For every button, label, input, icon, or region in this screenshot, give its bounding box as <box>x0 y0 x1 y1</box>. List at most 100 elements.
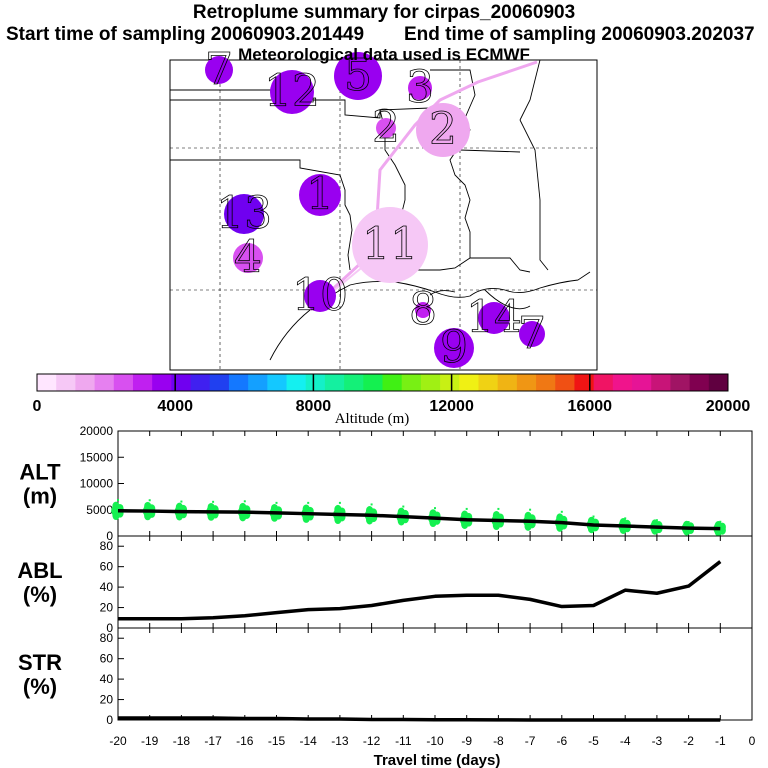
alt-scatter-outlier <box>624 517 627 520</box>
alt-scatter-outlier <box>687 521 690 524</box>
alt-scatter-outlier <box>370 503 373 506</box>
x-tick-label: -17 <box>204 734 222 748</box>
panel-frame <box>117 627 753 721</box>
colorbar-cell <box>363 374 383 391</box>
panel-unit-alt: (m) <box>23 484 57 509</box>
colorbar-cell <box>612 374 633 391</box>
colorbar: 0 4000 8000 12000 16000 20000 Altitude (m) <box>33 373 750 427</box>
alt-scatter-outlier <box>243 500 246 503</box>
map-marker-label: 3 <box>406 62 434 113</box>
map-marker <box>376 118 396 138</box>
colorbar-title: Altitude (m) <box>335 411 410 427</box>
map-marker-label: 9 <box>440 322 468 373</box>
start-time-label: Start time of sampling 20060903.201449 <box>6 24 365 45</box>
colorbar-cell <box>286 374 307 391</box>
alt-scatter-point <box>270 503 279 513</box>
colorbar-cell <box>401 374 422 391</box>
map-marker <box>415 302 431 318</box>
x-tick-label: -14 <box>300 734 318 748</box>
colorbar-cell <box>651 374 671 391</box>
colorbar-cell <box>113 374 134 391</box>
series-line-alt <box>117 509 721 531</box>
map-marker <box>352 207 428 283</box>
alt-scatter-outlier <box>402 505 405 508</box>
map-marker-label: 4 <box>234 232 262 283</box>
x-tick-label: -11 <box>395 734 412 748</box>
panel-str: 80 60 40 20 0 STR(%) <box>18 627 753 727</box>
map-marker <box>270 70 314 114</box>
y-tick-label: 20000 <box>80 424 114 438</box>
alt-scatter-outlier <box>592 515 595 518</box>
alt-scatter-point <box>492 510 500 520</box>
colorbar-frame <box>36 373 729 392</box>
x-tick-label: -6 <box>556 734 567 748</box>
y-tick-label: 0 <box>106 621 113 635</box>
colorbar-cell <box>94 374 115 391</box>
x-tick-label: -3 <box>652 734 663 748</box>
y-tick-label: 5000 <box>86 503 113 517</box>
end-time-label: End time of sampling 20060903.202037 <box>404 24 755 45</box>
y-tick-label: 20 <box>100 693 114 707</box>
alt-scatter-point <box>207 502 215 512</box>
map-marker-label: 8 <box>409 284 437 335</box>
y-tick-label: 0 <box>106 713 113 727</box>
alt-scatter-point <box>175 502 183 512</box>
colorbar-cell <box>497 374 518 391</box>
map-marker-label: 13 <box>216 188 272 239</box>
alt-scatter-point <box>366 506 374 516</box>
y-tick-label: 0 <box>106 529 113 543</box>
x-tick-label: -18 <box>173 734 191 748</box>
alt-scatter-point <box>302 504 310 514</box>
panel-label-alt: ALT <box>19 460 61 485</box>
alt-scatter-outlier <box>434 507 436 510</box>
alt-scatter-outlier <box>307 501 310 504</box>
y-tick-label: 60 <box>100 652 114 666</box>
map-marker <box>519 321 545 347</box>
colorbar-cell <box>248 374 268 391</box>
y-tick-label: 80 <box>100 539 114 553</box>
colorbar-cell <box>75 374 96 391</box>
alt-scatter-outlier <box>529 508 532 511</box>
map-marker-label: 12 <box>264 66 320 117</box>
panel-abl: 80 60 40 20 0 ABL(%) <box>17 535 753 635</box>
colorbar-cell <box>440 374 460 391</box>
colorbar-cell <box>555 374 575 391</box>
chart-title: Retroplume summary for cirpas_20060903 <box>192 2 576 23</box>
colorbar-cell <box>132 374 153 391</box>
x-tick-label: -16 <box>236 734 254 748</box>
map-marker <box>478 302 510 334</box>
colorbar-cell <box>152 374 172 391</box>
alt-scatter-outlier <box>497 507 500 510</box>
colorbar-cell <box>574 374 595 391</box>
x-tick-label: -19 <box>141 734 159 748</box>
alt-scatter-point <box>112 501 120 511</box>
colorbar-cell <box>670 374 691 391</box>
map-marker-label: 11 <box>362 219 418 270</box>
x-tick-label: -4 <box>620 734 631 748</box>
x-axis-title: Travel time (days) <box>374 752 501 768</box>
alt-scatter-point <box>524 511 532 521</box>
alt-scatter-outlier <box>465 507 468 510</box>
map-marker-label: 5 <box>344 50 372 101</box>
colorbar-cell <box>536 374 556 391</box>
map-marker <box>434 328 474 368</box>
colorbar-cell <box>228 374 249 391</box>
alt-scatter-point <box>397 507 405 517</box>
colorbar-cell <box>593 374 614 391</box>
colorbar-cell <box>267 374 288 391</box>
map-marker <box>416 103 470 157</box>
colorbar-cell <box>209 374 230 391</box>
map-marker <box>299 174 341 216</box>
y-tick-label: 10000 <box>80 477 114 491</box>
colorbar-tick-label: 8000 <box>296 398 332 415</box>
x-tick-label: -15 <box>268 734 286 748</box>
panel-unit-str: (%) <box>23 674 57 699</box>
x-tick-label: -9 <box>461 734 472 748</box>
alt-scatter-outlier <box>117 498 119 501</box>
x-tick-label: -8 <box>493 734 504 748</box>
alt-scatter-outlier <box>719 520 722 523</box>
map-marker-label: 14 <box>466 292 522 343</box>
